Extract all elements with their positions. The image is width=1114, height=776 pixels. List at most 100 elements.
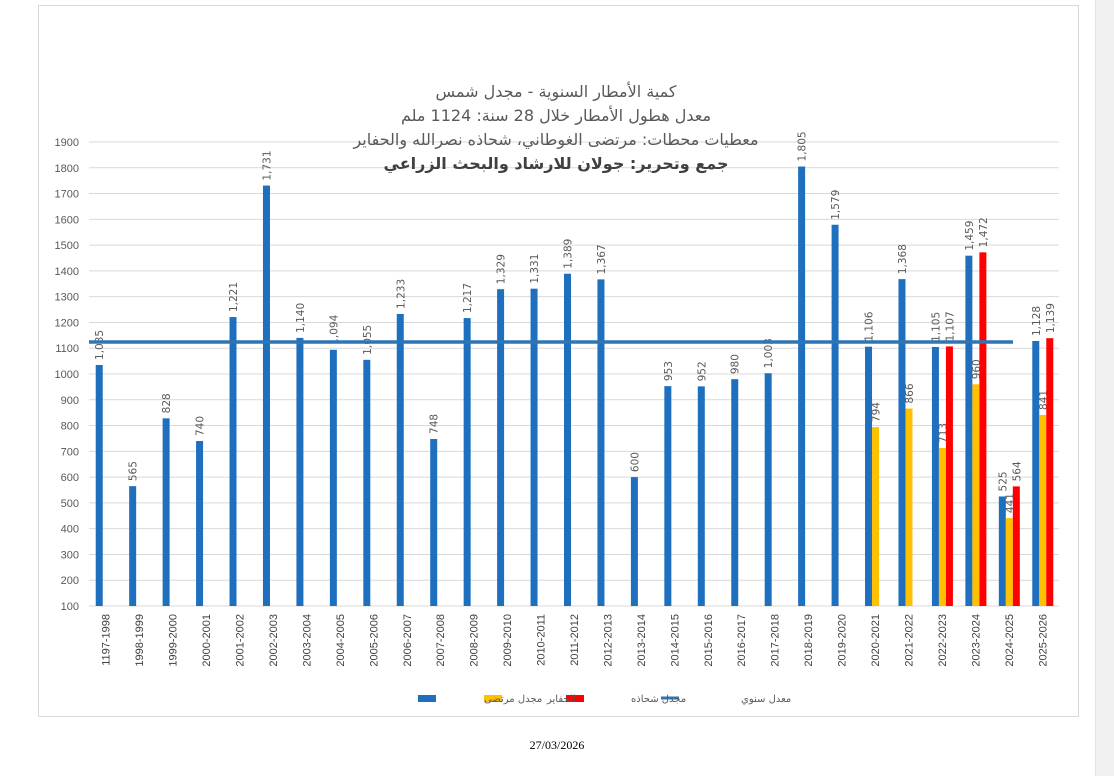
chart-title-line: معدل هطول الأمطار خلال 28 سنة: 1124 ملم xyxy=(401,105,711,126)
x-tick-label: 2022-2023 xyxy=(937,614,949,667)
data-label: 794 xyxy=(871,402,883,422)
data-label: 1,139 xyxy=(1045,303,1057,333)
bar-0 xyxy=(229,317,237,606)
data-label: 1,140 xyxy=(295,303,307,333)
y-tick-label: 1000 xyxy=(55,369,79,381)
x-tick-label: 2001-2002 xyxy=(235,614,247,667)
bar-2 xyxy=(1046,338,1054,606)
bar-1 xyxy=(1039,414,1047,606)
bar-0 xyxy=(664,386,672,606)
data-label: 525 xyxy=(997,471,1009,491)
bar-2 xyxy=(1012,486,1020,606)
x-tick-label: 2023-2024 xyxy=(970,614,982,667)
x-tick-label: 2008-2009 xyxy=(469,614,481,667)
bar-0 xyxy=(697,386,705,606)
x-tick-label: 2020-2021 xyxy=(870,614,882,667)
data-label: 1,331 xyxy=(529,254,541,284)
bar-2 xyxy=(979,252,987,606)
y-tick-label: 1800 xyxy=(55,163,79,175)
data-label: 748 xyxy=(429,414,441,434)
bar-0 xyxy=(497,289,505,606)
y-tick-label: 700 xyxy=(61,446,79,458)
legend-label: مجدل شحاذه xyxy=(631,694,686,705)
footer-date: 27/03/2026 xyxy=(529,738,585,752)
x-tick-label: 1998-1999 xyxy=(134,614,146,667)
x-tick-label: 2011-2012 xyxy=(569,614,581,666)
bar-0 xyxy=(296,337,304,606)
data-label: 1,329 xyxy=(496,254,508,284)
y-tick-label: 200 xyxy=(61,575,79,587)
data-label: 1,128 xyxy=(1031,306,1043,336)
x-tick-label: 2006-2007 xyxy=(402,614,414,667)
bar-0 xyxy=(396,313,404,606)
x-tick-label: 2003-2004 xyxy=(301,614,313,667)
data-label: 1,035 xyxy=(94,330,106,360)
legend-swatch xyxy=(418,695,436,702)
data-label: 1,805 xyxy=(797,131,809,161)
legend-label: الحفاير xyxy=(546,694,576,705)
bar-1 xyxy=(905,408,913,606)
bar-0 xyxy=(564,273,571,606)
y-tick-label: 300 xyxy=(61,549,79,561)
y-tick-label: 1900 xyxy=(55,137,79,149)
data-label: 565 xyxy=(128,461,140,481)
bar-0 xyxy=(731,379,739,606)
y-tick-label: 800 xyxy=(61,421,79,433)
x-tick-label: 2000-2001 xyxy=(201,614,213,667)
bar-1 xyxy=(872,427,880,606)
bar-0 xyxy=(95,364,103,606)
data-label: 1,094 xyxy=(328,314,340,344)
chart-title-line: كمية الأمطار السنوية - مجدل شمس xyxy=(435,81,676,102)
bar-0 xyxy=(363,359,371,606)
y-tick-label: 1200 xyxy=(55,317,79,329)
y-tick-label: 500 xyxy=(61,498,79,510)
data-label: 953 xyxy=(663,361,675,381)
x-tick-label: 2017-2018 xyxy=(770,614,782,667)
legend-swatch xyxy=(484,695,502,702)
x-tick-label: 2018-2019 xyxy=(803,614,815,667)
bar-0 xyxy=(530,288,538,606)
data-label: 828 xyxy=(161,393,173,413)
data-label: 1,459 xyxy=(964,221,976,251)
y-tick-label: 900 xyxy=(61,395,79,407)
x-tick-label: 2005-2006 xyxy=(368,614,380,667)
bar-0 xyxy=(463,318,471,606)
x-tick-label: 2009-2010 xyxy=(502,614,514,667)
y-tick-label: 1700 xyxy=(55,189,79,201)
y-tick-label: 400 xyxy=(61,524,79,536)
x-tick-label: 2004-2005 xyxy=(335,614,347,667)
chart-title-line: معطيات محطات: مرتضى الغوطاني، شحاذه نصرا… xyxy=(352,130,758,150)
bar-0 xyxy=(931,346,939,606)
x-tick-label: 2015-2016 xyxy=(703,614,715,667)
data-label: 1,367 xyxy=(596,244,608,274)
bar-0 xyxy=(1032,341,1040,606)
x-tick-label: 1999-2000 xyxy=(168,614,180,667)
bar-0 xyxy=(430,438,438,606)
data-label: 564 xyxy=(1011,461,1023,481)
legend-swatch xyxy=(566,695,584,702)
data-label: 1,107 xyxy=(944,311,956,341)
scrollbar[interactable] xyxy=(1095,0,1114,776)
y-tick-label: 1400 xyxy=(55,266,79,278)
data-label: 1,055 xyxy=(362,325,374,355)
chart-title-line: جمع وتحرير: جولان للارشاد والبحث الزراعي xyxy=(384,154,729,174)
y-tick-label: 1100 xyxy=(55,343,79,355)
data-label: 1,221 xyxy=(228,282,240,312)
data-label: 1,731 xyxy=(261,151,273,181)
x-tick-label: 2016-2017 xyxy=(736,614,748,667)
bar-0 xyxy=(597,279,605,606)
bar-0 xyxy=(129,486,137,606)
x-tick-label: 2002-2003 xyxy=(268,614,280,667)
bar-1 xyxy=(972,384,980,606)
data-label: 980 xyxy=(730,354,742,374)
data-label: 1,389 xyxy=(563,239,575,269)
y-tick-label: 600 xyxy=(61,472,79,484)
x-tick-label: 2024-2025 xyxy=(1004,614,1016,667)
bar-0 xyxy=(831,224,839,606)
x-tick-label: 2010-2011 xyxy=(536,614,548,666)
bar-1 xyxy=(938,447,946,606)
bar-0 xyxy=(965,255,973,606)
data-label: 1,233 xyxy=(395,279,407,309)
x-tick-label: 2012-2013 xyxy=(602,614,614,667)
data-label: 1,106 xyxy=(864,311,876,341)
